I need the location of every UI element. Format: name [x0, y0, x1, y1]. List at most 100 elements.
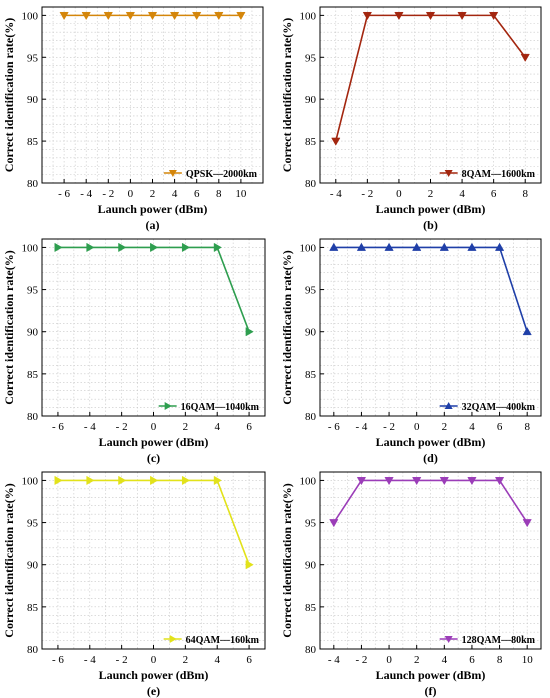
- y-tick-label: 100: [22, 475, 39, 487]
- x-tick-label: 0: [128, 188, 134, 200]
- x-tick-label: 10: [235, 188, 247, 200]
- x-tick-label: 4: [214, 421, 220, 433]
- data-point: [467, 477, 477, 486]
- x-tick-label: - 4: [84, 654, 96, 666]
- legend-marker: [164, 402, 172, 410]
- y-tick-label: 90: [27, 94, 39, 106]
- x-tick-label: 0: [151, 421, 157, 433]
- x-tick-label: 4: [469, 421, 475, 433]
- data-point: [181, 242, 191, 253]
- y-tick-label: 95: [27, 52, 39, 64]
- x-tick-label: - 6: [52, 421, 64, 433]
- panel-caption: (c): [147, 451, 160, 465]
- legend-label: 64QAM—160km: [186, 635, 260, 646]
- grid: [41, 471, 266, 650]
- x-tick-label: - 4: [84, 421, 96, 433]
- chart-panel-a: - 6 - 4 - 2 0 2 4 6 8 10 80 85 90 95 100 Launch power …: [2, 6, 264, 232]
- legend-label: 8QAM—1600km: [462, 169, 536, 180]
- y-tick-label: 90: [305, 94, 317, 106]
- y-tick-label: 85: [27, 136, 39, 148]
- x-axis-title: Launch power (dBm): [376, 668, 486, 682]
- series-0: [331, 11, 530, 146]
- chart-panel-c: - 6 - 4 - 2 0 2 4 6 80 85 90 95 100 Launch power (dB…: [2, 238, 266, 465]
- x-tick-label: - 4: [330, 188, 342, 200]
- y-tick-label: 90: [27, 560, 39, 572]
- legend-marker: [444, 636, 453, 643]
- data-point: [86, 242, 95, 253]
- y-tick-label: 95: [27, 285, 39, 297]
- legend-label: 128QAM—80km: [462, 635, 536, 646]
- x-tick-label: 0: [386, 654, 392, 666]
- x-tick-label: 6: [246, 654, 252, 666]
- x-tick-label: 6: [194, 188, 200, 200]
- x-tick-label: 6: [497, 421, 503, 433]
- x-axis-title: Launch power (dBm): [99, 668, 209, 682]
- grid: [319, 238, 542, 417]
- panel-caption: (a): [146, 218, 160, 232]
- grid: [41, 238, 266, 417]
- x-tick-label: 2: [183, 421, 189, 433]
- panel-caption: (b): [423, 218, 438, 232]
- data-point: [384, 242, 394, 251]
- x-tick-label: - 6: [52, 654, 64, 666]
- data-point: [331, 137, 341, 146]
- legend-label: 16QAM—1040km: [181, 402, 260, 413]
- x-tick-label: - 2: [116, 654, 128, 666]
- x-tick-label: 4: [459, 188, 465, 200]
- chart-panel-d: - 6 - 4 - 2 0 2 4 6 8 80 85 90 95 100 Launch power (d…: [280, 238, 542, 465]
- y-tick-label: 95: [27, 518, 39, 530]
- data-point: [520, 53, 530, 62]
- y-tick-label: 90: [27, 327, 39, 339]
- series-line: [333, 246, 528, 332]
- y-axis-title: Correct identification rate(%): [2, 483, 16, 637]
- data-point: [103, 11, 113, 21]
- x-tick-label: 8: [216, 188, 222, 200]
- y-axis-title: Correct identification rate(%): [280, 250, 294, 404]
- x-tick-label: 2: [414, 654, 420, 666]
- y-axis-title: Correct identification rate(%): [2, 250, 16, 404]
- x-axis-title: Launch power (dBm): [98, 202, 208, 216]
- x-tick-label: 6: [469, 654, 475, 666]
- y-tick-label: 100: [22, 10, 39, 22]
- x-tick-label: - 4: [355, 421, 367, 433]
- data-point: [118, 475, 127, 486]
- legend-label: QPSK—2000km: [186, 169, 258, 180]
- data-point: [439, 477, 449, 486]
- panel-caption: (d): [423, 451, 438, 465]
- data-point: [329, 242, 339, 251]
- y-tick-label: 80: [305, 644, 317, 656]
- data-point: [425, 11, 436, 21]
- legend-marker: [444, 170, 453, 177]
- axes-frame: [319, 238, 542, 417]
- x-tick-label: - 4: [328, 654, 340, 666]
- series-0: [54, 242, 254, 337]
- grid: [41, 6, 264, 184]
- data-point: [522, 327, 532, 336]
- x-axis-title: Launch power (dBm): [99, 435, 209, 449]
- y-tick-label: 90: [305, 560, 317, 572]
- data-point: [118, 242, 127, 253]
- y-axis-title: Correct identification rate(%): [280, 18, 294, 172]
- x-tick-label: 8: [497, 654, 503, 666]
- data-point: [150, 242, 159, 253]
- data-point: [522, 519, 532, 528]
- y-tick-label: 100: [300, 475, 317, 487]
- y-tick-label: 95: [305, 518, 317, 530]
- data-point: [329, 519, 339, 528]
- x-tick-label: 4: [442, 654, 448, 666]
- x-tick-label: 8: [524, 421, 530, 433]
- data-point: [384, 477, 394, 486]
- series-0: [329, 477, 532, 528]
- data-point: [356, 477, 367, 486]
- x-tick-label: - 2: [116, 421, 128, 433]
- data-point: [236, 11, 246, 21]
- data-point: [81, 11, 91, 21]
- x-tick-label: - 6: [328, 421, 340, 433]
- chart-panel-e: - 6 - 4 - 2 0 2 4 6 80 85 90 95 100 Launch power (dB…: [2, 471, 266, 698]
- x-tick-label: 2: [428, 188, 434, 200]
- data-point: [147, 11, 158, 21]
- series-0: [54, 475, 254, 570]
- grid: [319, 471, 542, 650]
- data-point: [412, 477, 422, 486]
